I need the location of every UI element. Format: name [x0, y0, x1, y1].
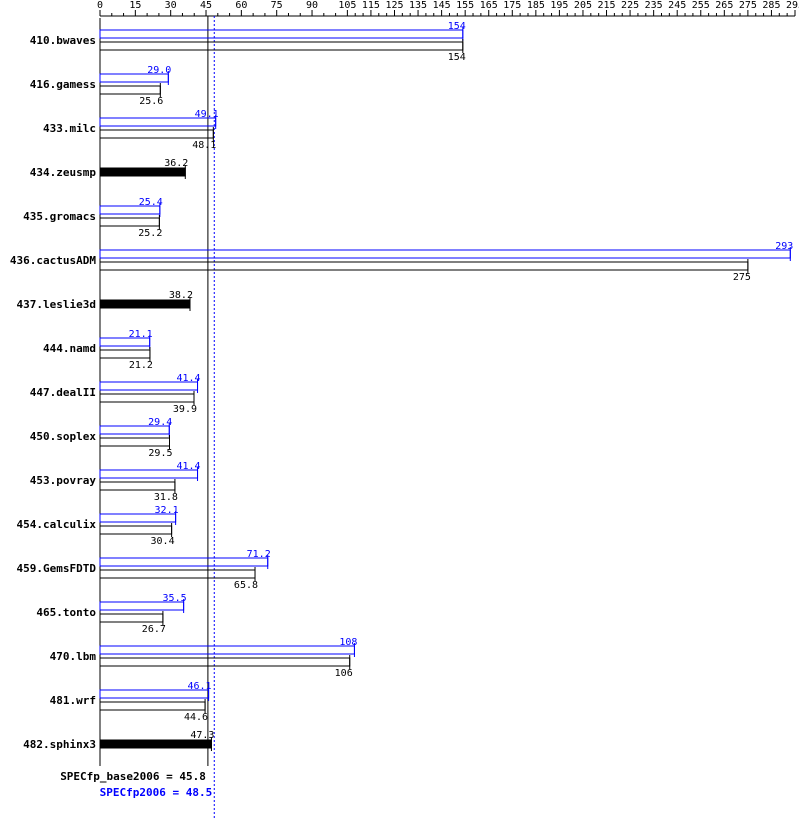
value-label-base: 275	[733, 272, 751, 283]
benchmark-label: 454.calculix	[17, 518, 97, 531]
x-tick-label: 285	[762, 0, 780, 11]
footer-peak-label: SPECfp2006 = 48.5	[100, 786, 213, 799]
benchmark-label: 437.leslie3d	[17, 298, 96, 311]
benchmark-label: 434.zeusmp	[30, 166, 97, 179]
value-label-collapsed: 47.3	[190, 730, 214, 741]
footer-base-label: SPECfp_base2006 = 45.8	[60, 770, 206, 783]
value-label-peak: 293	[775, 241, 793, 252]
value-label-peak: 32.1	[155, 505, 179, 516]
benchmark-label: 433.milc	[43, 122, 96, 135]
x-tick-label: 165	[480, 0, 498, 11]
bar-collapsed	[100, 168, 185, 176]
spec-fp-chart: 0 15 30 45 60 75 90 105 115 125 135 145 155 165 175 185…	[0, 0, 799, 831]
value-label-peak: 21.1	[129, 329, 153, 340]
value-label-collapsed: 38.2	[169, 290, 193, 301]
x-tick-label: 30	[165, 0, 177, 11]
value-label-base: 154	[448, 52, 466, 63]
benchmark-label: 459.GemsFDTD	[17, 562, 97, 575]
value-label-base: 30.4	[151, 536, 175, 547]
benchmark-label: 470.lbm	[50, 650, 97, 663]
x-tick-label: 145	[433, 0, 451, 11]
value-label-base: 25.6	[139, 96, 163, 107]
x-tick-label: 205	[574, 0, 592, 11]
benchmark-label: 465.tonto	[36, 606, 96, 619]
bar-collapsed	[100, 300, 190, 308]
x-tick-label: 255	[692, 0, 710, 11]
value-label-peak: 25.4	[139, 197, 163, 208]
value-label-peak: 29.0	[147, 65, 171, 76]
value-label-base: 29.5	[148, 448, 172, 459]
x-tick-label: 15	[129, 0, 141, 11]
value-label-base: 48.1	[192, 140, 216, 151]
x-tick-label: 185	[527, 0, 545, 11]
x-tick-label: 235	[645, 0, 663, 11]
value-label-peak: 71.2	[247, 549, 271, 560]
x-tick-label: 275	[739, 0, 757, 11]
benchmark-label: 410.bwaves	[30, 34, 96, 47]
x-tick-label: 195	[550, 0, 568, 11]
x-tick-label: 60	[235, 0, 247, 11]
value-label-peak: 154	[448, 21, 466, 32]
benchmark-label: 436.cactusADM	[10, 254, 96, 267]
benchmark-label: 435.gromacs	[23, 210, 96, 223]
x-tick-label: 175	[503, 0, 521, 11]
value-label-peak: 49.1	[195, 109, 219, 120]
x-tick-label: 245	[668, 0, 686, 11]
x-tick-label: 115	[362, 0, 380, 11]
value-label-peak: 41.4	[176, 373, 200, 384]
value-label-collapsed: 36.2	[164, 158, 188, 169]
value-label-base: 39.9	[173, 404, 197, 415]
x-tick-label: 90	[306, 0, 318, 11]
x-tick-label: 125	[385, 0, 403, 11]
value-label-peak: 29.4	[148, 417, 172, 428]
value-label-base: 25.2	[138, 228, 162, 239]
value-label-base: 65.8	[234, 580, 258, 591]
value-label-base: 26.7	[142, 624, 166, 635]
bar-collapsed	[100, 740, 211, 748]
x-tick-label: 0	[97, 0, 103, 11]
benchmark-label: 447.dealII	[30, 386, 96, 399]
x-tick-label: 45	[200, 0, 212, 11]
x-tick-label: 75	[271, 0, 283, 11]
x-tick-label: 295	[786, 0, 799, 11]
benchmark-label: 453.povray	[30, 474, 97, 487]
x-tick-label: 265	[715, 0, 733, 11]
value-label-base: 21.2	[129, 360, 153, 371]
x-tick-label: 155	[456, 0, 474, 11]
value-label-peak: 41.4	[176, 461, 200, 472]
value-label-base: 44.6	[184, 712, 208, 723]
value-label-peak: 46.1	[188, 681, 212, 692]
benchmark-label: 482.sphinx3	[23, 738, 96, 751]
value-label-peak: 108	[339, 637, 357, 648]
benchmark-label: 444.namd	[43, 342, 96, 355]
benchmark-label: 450.soplex	[30, 430, 97, 443]
value-label-base: 106	[335, 668, 353, 679]
value-label-base: 31.8	[154, 492, 178, 503]
chart-background	[0, 0, 799, 831]
x-tick-label: 105	[338, 0, 356, 11]
benchmark-label: 416.gamess	[30, 78, 96, 91]
value-label-peak: 35.5	[163, 593, 187, 604]
benchmark-label: 481.wrf	[50, 694, 96, 707]
x-tick-label: 225	[621, 0, 639, 11]
x-tick-label: 215	[597, 0, 615, 11]
x-tick-label: 135	[409, 0, 427, 11]
